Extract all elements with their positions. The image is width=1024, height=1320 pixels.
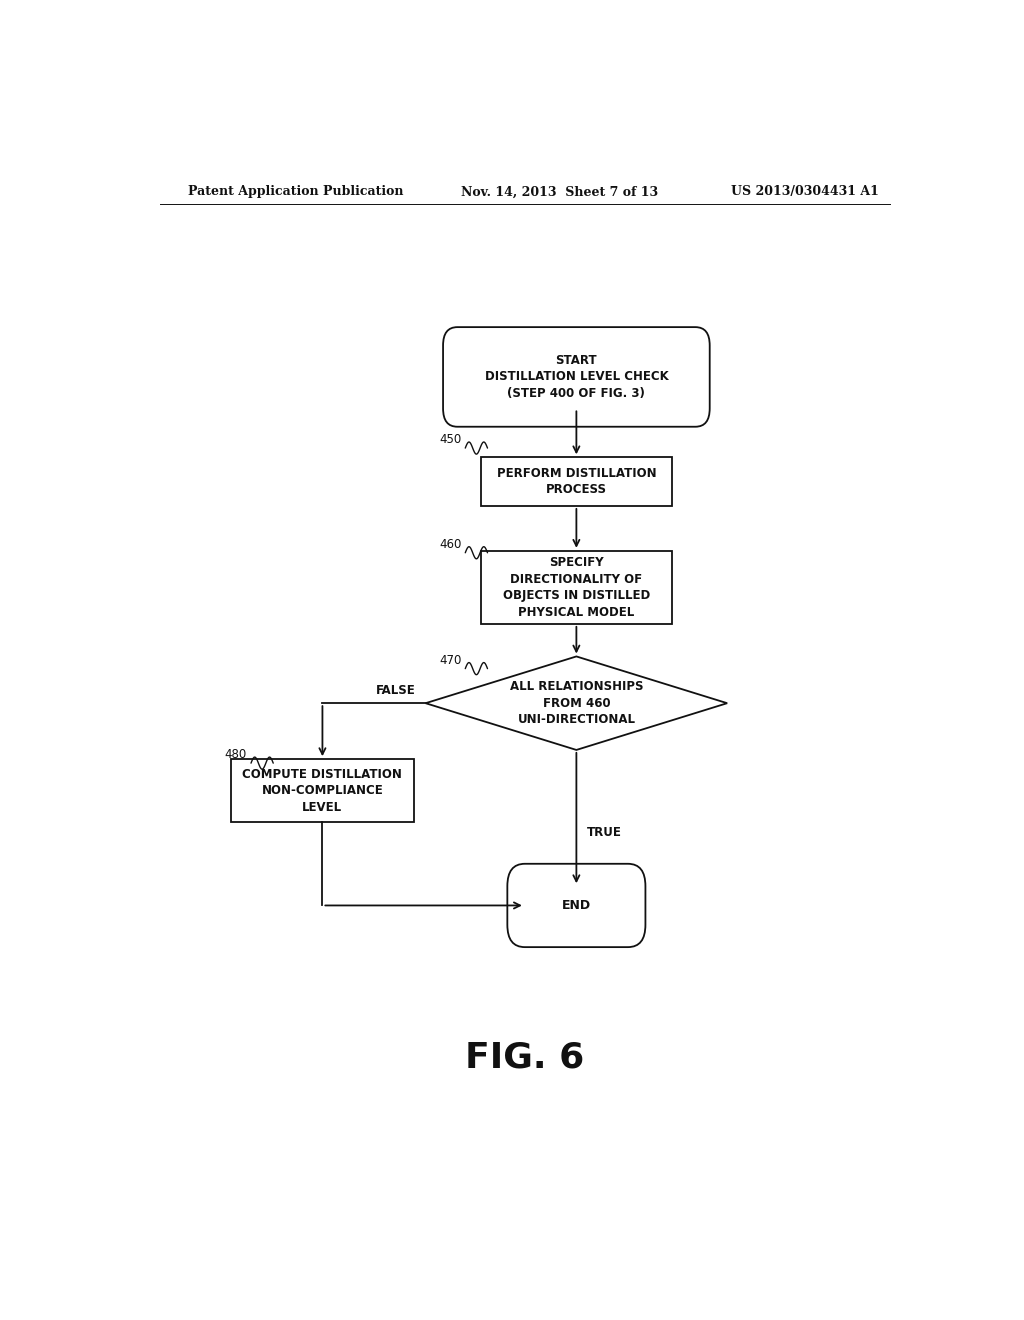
Text: ALL RELATIONSHIPS
FROM 460
UNI-DIRECTIONAL: ALL RELATIONSHIPS FROM 460 UNI-DIRECTION… — [510, 680, 643, 726]
Bar — [481, 550, 672, 624]
Text: COMPUTE DISTILLATION
NON-COMPLIANCE
LEVEL: COMPUTE DISTILLATION NON-COMPLIANCE LEVE… — [243, 768, 402, 813]
Text: END: END — [562, 899, 591, 912]
Text: FALSE: FALSE — [376, 685, 416, 697]
Text: TRUE: TRUE — [587, 826, 622, 838]
Text: Patent Application Publication: Patent Application Publication — [187, 185, 403, 198]
FancyBboxPatch shape — [507, 863, 645, 948]
Text: SPECIFY
DIRECTIONALITY OF
OBJECTS IN DISTILLED
PHYSICAL MODEL: SPECIFY DIRECTIONALITY OF OBJECTS IN DIS… — [503, 556, 650, 619]
Text: FIG. 6: FIG. 6 — [465, 1041, 585, 1074]
Text: Nov. 14, 2013  Sheet 7 of 13: Nov. 14, 2013 Sheet 7 of 13 — [461, 185, 658, 198]
Text: 480: 480 — [225, 748, 247, 762]
Bar — [481, 457, 672, 506]
Text: 450: 450 — [439, 433, 461, 446]
Bar — [231, 759, 414, 822]
Text: PERFORM DISTILLATION
PROCESS: PERFORM DISTILLATION PROCESS — [497, 467, 656, 496]
FancyBboxPatch shape — [443, 327, 710, 426]
Text: US 2013/0304431 A1: US 2013/0304431 A1 — [731, 185, 879, 198]
Text: START
DISTILLATION LEVEL CHECK
(STEP 400 OF FIG. 3): START DISTILLATION LEVEL CHECK (STEP 400… — [484, 354, 669, 400]
Text: 460: 460 — [439, 537, 461, 550]
Text: 470: 470 — [439, 653, 461, 667]
Polygon shape — [426, 656, 727, 750]
